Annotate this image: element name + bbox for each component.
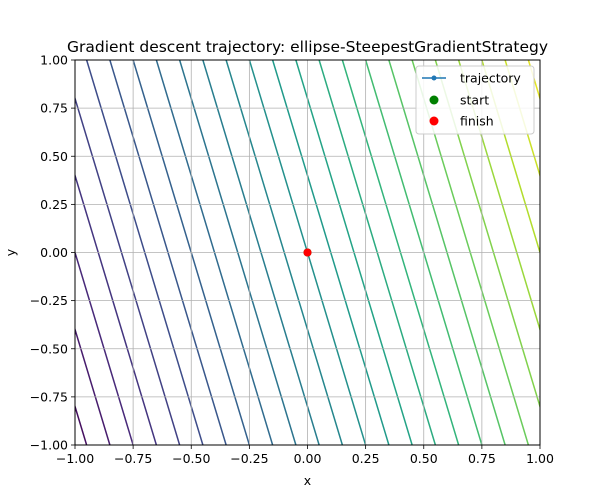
contour-line-26 [552, 60, 600, 445]
y-axis-ticks: −1.00 −0.75 −0.50 −0.25 0.00 0.25 0.50 0.75 1.00 [30, 53, 75, 453]
legend-finish-marker [429, 116, 439, 126]
x-tick-label: 1.00 [526, 451, 554, 466]
y-tick-label: −0.75 [30, 389, 68, 404]
chart-title: Gradient descent trajectory: ellipse-Ste… [67, 38, 548, 56]
y-tick-label: 0.50 [40, 149, 68, 164]
x-tick-label: −0.25 [230, 451, 268, 466]
finish-point [303, 248, 312, 257]
legend-box [415, 65, 535, 135]
y-tick-label: 0.25 [40, 197, 68, 212]
legend-finish-label: finish [460, 114, 494, 129]
y-tick-label: 1.00 [40, 53, 68, 68]
legend: trajectory start finish [415, 65, 535, 135]
x-axis-label: x [304, 473, 311, 488]
y-tick-label: −0.25 [30, 293, 68, 308]
y-tick-label: −0.50 [30, 341, 68, 356]
x-tick-label: 0.75 [468, 451, 496, 466]
x-tick-label: 0.50 [410, 451, 438, 466]
contour-line-3 [75, 249, 134, 445]
legend-trajectory-label: trajectory [460, 71, 521, 86]
x-tick-label: −1.00 [56, 451, 94, 466]
y-axis-label: y [3, 248, 18, 256]
x-tick-label: 0.25 [352, 451, 380, 466]
y-tick-label: 0.75 [40, 101, 68, 116]
legend-start-label: start [460, 93, 489, 108]
legend-trajectory-marker [431, 75, 437, 81]
x-tick-label: −0.75 [114, 451, 152, 466]
x-tick-label: 0.00 [294, 451, 322, 466]
series-layer [303, 248, 312, 257]
y-tick-label: −1.00 [30, 438, 68, 453]
contour-line-2 [75, 326, 111, 445]
x-axis-ticks: −1.00 −0.75 −0.50 −0.25 0.00 0.25 0.50 0.75 1.00 [56, 445, 554, 466]
legend-start-marker [429, 95, 439, 105]
y-tick-label: 0.00 [40, 245, 68, 260]
x-tick-label: −0.50 [172, 451, 210, 466]
legend-items: trajectory start finish [422, 71, 521, 129]
